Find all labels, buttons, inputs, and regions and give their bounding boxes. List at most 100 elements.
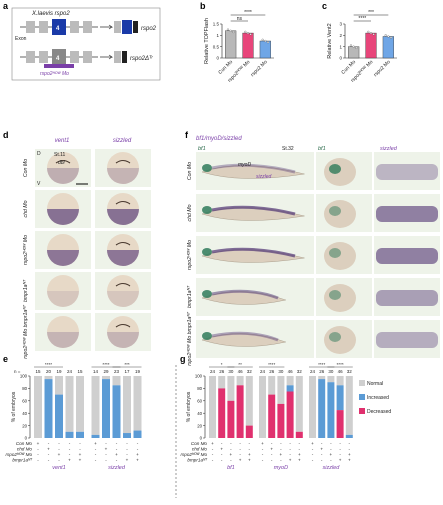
bar-increased bbox=[336, 385, 344, 411]
condition-mark: - bbox=[271, 452, 273, 457]
n-value: 30 bbox=[278, 369, 284, 374]
condition-mark: - bbox=[105, 452, 107, 457]
condition-mark: - bbox=[299, 441, 301, 446]
data-point bbox=[355, 46, 358, 49]
condition-mark: - bbox=[239, 452, 241, 457]
tailbud-embryo bbox=[201, 165, 305, 179]
embryo-stain bbox=[107, 332, 139, 348]
row-label: rspo2ᴴᴼᵂ Mo bmpr1aᴺᵀ bbox=[23, 304, 29, 358]
n-value: 17 bbox=[124, 369, 130, 374]
y-tick-label: 1 bbox=[339, 44, 342, 49]
condition-mark: - bbox=[280, 447, 282, 452]
embryo-stain bbox=[107, 250, 139, 266]
condition-mark: - bbox=[79, 441, 81, 446]
panel-label-b: b bbox=[200, 1, 206, 11]
condition-mark: - bbox=[330, 447, 332, 452]
bar bbox=[365, 32, 377, 59]
y-tick-label: 40 bbox=[22, 411, 27, 416]
y-tick-label: 20 bbox=[22, 423, 27, 428]
embryo-stain bbox=[107, 168, 139, 184]
condition-mark: + bbox=[261, 441, 264, 446]
sizzled-stain bbox=[376, 290, 438, 306]
condition-mark: - bbox=[271, 458, 273, 463]
y-tick-label: 80 bbox=[197, 386, 202, 391]
condition-mark: + bbox=[68, 458, 71, 463]
sizzled-stain bbox=[376, 248, 438, 264]
bf1-stain bbox=[202, 206, 212, 214]
condition-label: bmpr1aᴺᵀ bbox=[12, 458, 33, 463]
sizzled-stain bbox=[376, 206, 438, 222]
n-label: n = bbox=[14, 369, 21, 374]
condition-mark: - bbox=[105, 441, 107, 446]
bar-decreased bbox=[236, 385, 244, 438]
column-header: vent1 bbox=[55, 138, 70, 144]
n-value: 24 bbox=[260, 369, 266, 374]
panel-d-embryo-grid: vent1 sizzled Con Mo chd Mo rspo2ᴴᴼᵂ Mo bmpr1… bbox=[23, 138, 151, 359]
condition-mark: - bbox=[58, 458, 60, 463]
panel-label-d: d bbox=[3, 130, 9, 140]
condition-mark: - bbox=[212, 447, 214, 452]
condition-mark: + bbox=[220, 447, 223, 452]
bf1-stain bbox=[329, 206, 341, 216]
panel-label-g: g bbox=[180, 354, 186, 364]
exon-label: Exon bbox=[15, 36, 27, 42]
morpholino-bar bbox=[44, 64, 74, 68]
condition-mark: - bbox=[58, 447, 60, 452]
y-axis-label: % of embryos bbox=[186, 391, 192, 422]
condition-mark: - bbox=[239, 447, 241, 452]
bf1-stain bbox=[329, 290, 341, 300]
embryo-stain bbox=[47, 168, 79, 184]
condition-mark: + bbox=[94, 441, 97, 446]
condition-mark: - bbox=[137, 447, 139, 452]
panel-label-e: e bbox=[3, 354, 8, 364]
bar bbox=[382, 36, 394, 59]
significance-label: **** bbox=[45, 362, 52, 367]
legend-label: Normal bbox=[367, 381, 383, 387]
condition-mark: - bbox=[37, 452, 39, 457]
y-tick-label: 0 bbox=[25, 436, 28, 441]
column-header: bf1 bbox=[198, 146, 206, 152]
condition-mark: - bbox=[221, 441, 223, 446]
condition-mark: - bbox=[312, 458, 314, 463]
data-point bbox=[372, 33, 375, 36]
embryo-stain bbox=[47, 332, 79, 348]
condition-mark: - bbox=[339, 447, 341, 452]
data-point bbox=[349, 44, 353, 47]
y-tick-label: 0 bbox=[200, 436, 203, 441]
y-tick-label: 1.5 bbox=[213, 22, 220, 27]
legend-swatch bbox=[359, 408, 365, 414]
exon-box bbox=[39, 21, 48, 33]
n-value: 15 bbox=[35, 369, 41, 374]
condition-mark: - bbox=[262, 458, 264, 463]
significance-label: **** bbox=[358, 16, 366, 22]
bar-normal bbox=[259, 376, 266, 438]
legend-label: Decreased bbox=[367, 409, 391, 415]
condition-mark: - bbox=[221, 452, 223, 457]
condition-mark: - bbox=[321, 458, 323, 463]
data-point bbox=[232, 30, 235, 34]
significance-label: **** bbox=[268, 362, 275, 367]
condition-mark: - bbox=[126, 441, 128, 446]
row-label: rspo2ᴴᴼᵂ Mo bbox=[23, 235, 29, 265]
n-value: 24 bbox=[310, 369, 316, 374]
n-value: 23 bbox=[114, 369, 120, 374]
row-label: rspo2ᴴᴼᵂ Mo bbox=[187, 240, 193, 270]
condition-mark: - bbox=[249, 441, 251, 446]
condition-mark: - bbox=[289, 441, 291, 446]
significance-label: **** bbox=[244, 10, 252, 16]
bar-normal bbox=[133, 376, 142, 431]
row-label: Con Mo bbox=[23, 159, 29, 177]
orientation-label: V bbox=[37, 181, 41, 187]
condition-mark: + bbox=[136, 458, 139, 463]
condition-mark: - bbox=[321, 441, 323, 446]
significance-label: ** bbox=[238, 362, 242, 367]
n-value: 30 bbox=[228, 369, 234, 374]
condition-mark: + bbox=[126, 458, 129, 463]
condition-mark: - bbox=[37, 447, 39, 452]
condition-mark: + bbox=[320, 447, 323, 452]
myod-stain bbox=[211, 331, 279, 342]
condition-label: Con Mo bbox=[16, 441, 33, 446]
bar-normal bbox=[327, 376, 335, 383]
head-closeup bbox=[324, 242, 356, 270]
condition-mark: + bbox=[311, 441, 314, 446]
